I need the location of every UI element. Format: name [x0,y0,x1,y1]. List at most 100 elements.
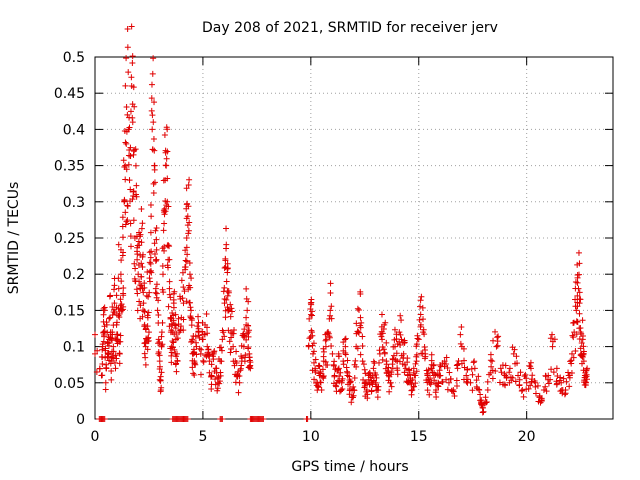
data-point [369,381,376,388]
data-point [245,344,252,351]
data-point [160,227,167,234]
data-point [431,377,438,384]
data-point [130,84,137,91]
data-point [316,363,323,370]
data-point [180,327,187,334]
data-point [146,268,153,275]
data-point [148,107,155,114]
data-point [122,139,129,146]
data-point [112,365,119,372]
data-point [191,371,198,378]
data-point [527,359,534,366]
data-point [153,246,160,253]
y-tick-label: 0.45 [54,86,85,102]
data-point [155,340,162,347]
data-point [228,305,235,312]
data-point [136,242,143,249]
data-point [206,351,213,358]
data-point [338,379,345,386]
data-point [137,302,144,309]
data-point [578,340,585,347]
data-point [580,348,587,355]
data-point [413,368,420,375]
data-point [534,382,541,389]
data-point [205,346,212,353]
data-point [574,292,581,299]
data-point [573,307,580,314]
data-point [328,315,335,322]
data-point [410,383,417,390]
data-point [394,371,401,378]
data-point [112,352,119,359]
data-point [138,206,145,213]
data-point [357,288,364,295]
data-point [168,349,175,356]
data-point [489,367,496,374]
data-point [335,365,342,372]
data-point [183,235,190,241]
data-point [117,296,124,303]
data-point [101,416,108,422]
data-point [179,295,186,302]
data-point [195,332,202,339]
data-point [99,354,106,361]
data-point [502,382,509,389]
data-point [519,387,526,394]
data-point [458,360,465,367]
data-point [113,292,120,299]
data-point [158,329,165,336]
data-point [569,332,576,339]
data-point [120,157,127,164]
data-point [241,326,248,333]
data-point [183,185,190,192]
data-point [551,336,558,343]
data-point [393,350,400,357]
data-point [576,271,583,278]
data-point [579,353,586,360]
data-point [413,341,420,348]
data-point [558,379,565,386]
data-point [175,315,182,322]
data-point [103,361,110,368]
data-point [94,347,101,354]
data-point [484,387,491,394]
data-point [125,161,132,168]
data-point [228,308,235,315]
data-point [119,223,126,230]
data-point [233,360,240,367]
data-point [365,371,372,378]
data-point [192,333,199,340]
data-point [372,371,379,378]
data-point [227,301,234,308]
data-point [330,362,337,369]
data-point [122,162,129,169]
y-tick-label: 0.5 [63,50,85,66]
data-point [385,364,392,371]
data-point [204,343,211,350]
data-point [127,186,134,193]
data-point [246,357,253,364]
data-point [148,81,155,88]
data-point [132,146,139,153]
data-point [317,379,324,386]
data-point [511,346,518,353]
data-point [548,366,555,373]
data-point [133,286,140,293]
data-point [184,213,191,220]
data-point [164,198,171,205]
data-point [358,319,365,326]
data-point [512,360,519,367]
data-point [180,316,187,323]
data-point [154,307,161,314]
data-point [131,260,138,267]
data-point [189,338,196,345]
data-point [427,375,434,382]
data-point [373,374,380,381]
data-point [480,408,487,415]
data-point [386,388,393,395]
data-point [356,307,363,314]
data-point [103,321,110,328]
data-point [120,292,127,299]
data-point [150,180,157,187]
data-point [126,124,133,131]
